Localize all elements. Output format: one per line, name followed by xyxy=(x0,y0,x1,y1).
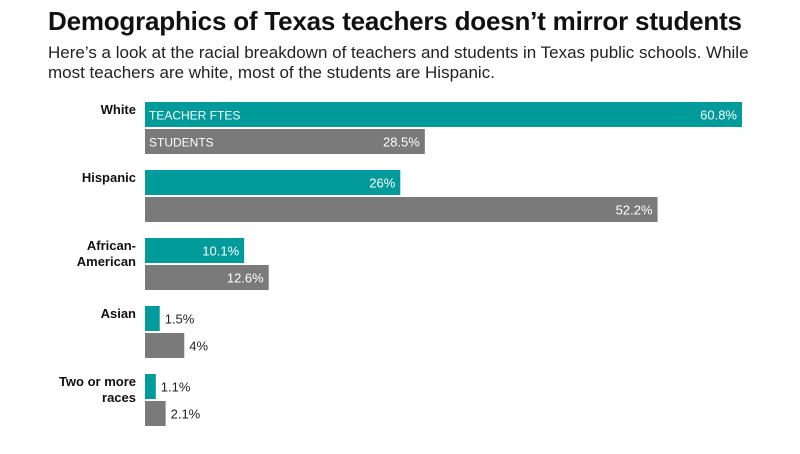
chart-subtitle: Here’s a look at the racial breakdown of… xyxy=(48,43,749,82)
data-label: 52.2% xyxy=(616,203,653,218)
teacher-bar xyxy=(145,170,401,195)
students-bar xyxy=(145,401,166,426)
data-label: 26% xyxy=(369,176,395,191)
chart-title: Demographics of Texas teachers doesn’t m… xyxy=(48,6,742,36)
teacher-bar xyxy=(145,306,160,331)
teacher-bar xyxy=(145,238,245,263)
data-label: 4% xyxy=(189,339,208,354)
teacher-bar xyxy=(145,374,156,399)
students-bar xyxy=(145,197,658,222)
series-name-label: TEACHER FTES xyxy=(149,109,240,123)
category-label: Asian xyxy=(101,306,136,321)
teacher-bar xyxy=(145,102,742,127)
students-bar xyxy=(145,265,269,290)
category-label: Two or more races xyxy=(59,374,136,405)
data-label: 1.5% xyxy=(165,312,195,327)
data-label: 1.1% xyxy=(161,380,191,395)
data-label: 2.1% xyxy=(171,407,201,422)
data-label: 60.8% xyxy=(700,108,737,123)
students-bar xyxy=(145,333,185,358)
category-label: African-American xyxy=(77,238,136,269)
data-label: 12.6% xyxy=(227,271,264,286)
series-name-label: STUDENTS xyxy=(149,136,214,150)
data-label: 10.1% xyxy=(202,244,239,259)
category-label: Hispanic xyxy=(82,170,136,185)
category-label: White xyxy=(101,102,136,117)
students-bar xyxy=(145,129,425,154)
data-label: 28.5% xyxy=(383,135,420,150)
